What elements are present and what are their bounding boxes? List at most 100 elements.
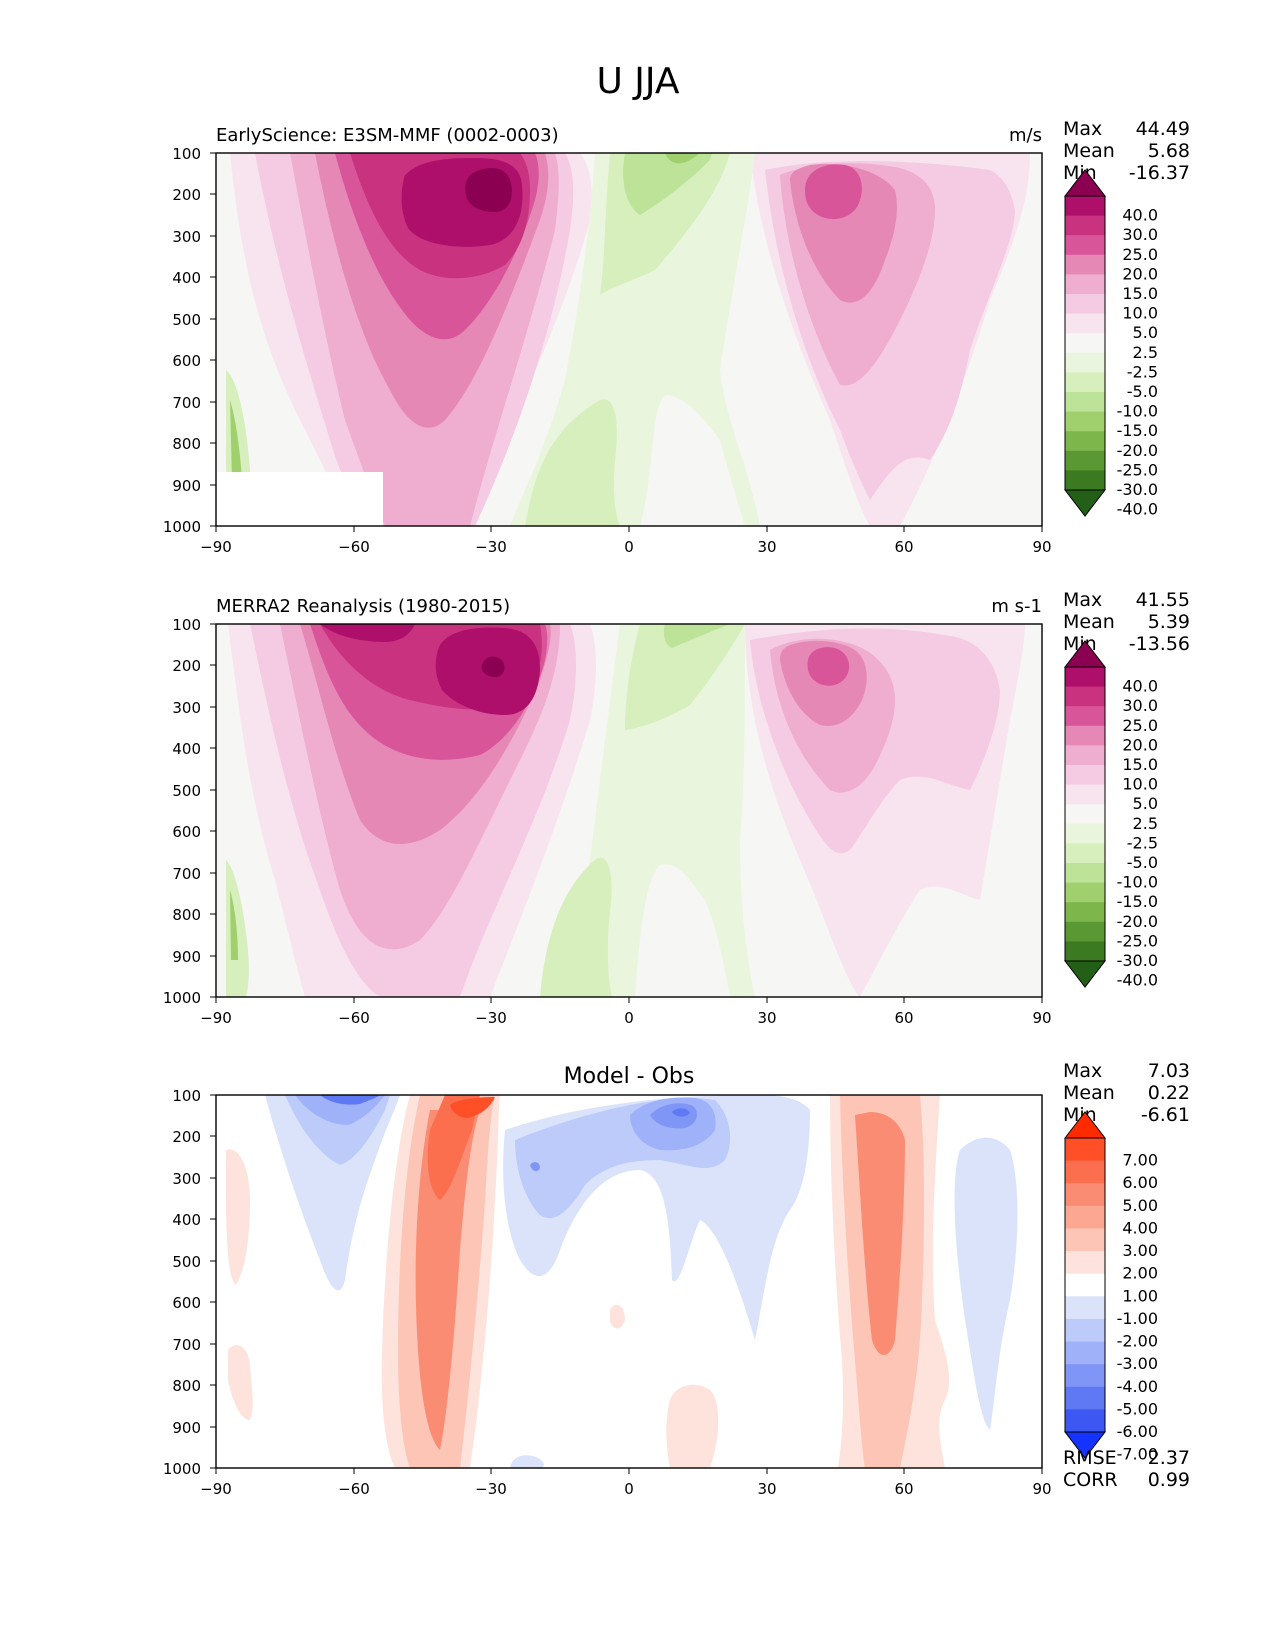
y-tick-label: 300: [172, 1170, 201, 1188]
colorbar-extend-min: [1063, 960, 1107, 988]
x-tick-label: 60: [894, 1480, 913, 1498]
metric-rmse-value: 2.37: [1148, 1447, 1190, 1469]
tropical-easterlies-10: [663, 624, 730, 648]
diff-negative-surface: [510, 1455, 544, 1468]
diff-positive-nh-3: [855, 1112, 905, 1355]
stat-mean-label: Mean: [1063, 1082, 1115, 1104]
stat-max-label: Max: [1063, 589, 1102, 611]
colorbar-level-label: 30.0: [1122, 696, 1158, 715]
panel-obs-field: [216, 624, 1042, 997]
colorbar-swatch: [1065, 411, 1105, 432]
colorbar-level-label: -2.5: [1127, 362, 1158, 381]
x-tick-label: −90: [200, 1480, 232, 1498]
figure-title: U JJA: [596, 61, 679, 102]
colorbar-swatch: [1065, 372, 1105, 393]
colorbar-swatch: [1065, 450, 1105, 471]
y-tick-label: 800: [172, 906, 201, 924]
colorbar-swatch: [1065, 470, 1105, 491]
colorbar-swatch: [1065, 921, 1105, 942]
colorbar-swatch: [1065, 765, 1105, 786]
colorbar-swatch: [1065, 784, 1105, 805]
colorbar-swatch: [1065, 1273, 1105, 1297]
colorbar-swatch: [1065, 804, 1105, 825]
colorbar-level-label: -5.00: [1117, 1399, 1158, 1418]
colorbar-extend-min: [1063, 489, 1107, 517]
colorbar-level-label: -2.00: [1117, 1332, 1158, 1351]
x-tick-label: −90: [200, 1009, 232, 1027]
polar-easterlies-10: [230, 400, 242, 480]
nh-jet-core-25: [805, 164, 862, 220]
colorbar-level-label: -30.0: [1117, 480, 1158, 499]
y-tick-label: 400: [172, 1211, 201, 1229]
y-tick-label: 900: [172, 477, 201, 495]
panel-diff-title: Model - Obs: [564, 1064, 695, 1089]
colorbar-level-label: -40.0: [1117, 971, 1158, 990]
x-tick-label: 30: [757, 538, 776, 556]
colorbar-swatch: [1065, 863, 1105, 884]
panel-obs-units: m s-1: [991, 596, 1042, 617]
stat-mean-label: Mean: [1063, 140, 1115, 162]
colorbar-level-label: -5.0: [1127, 853, 1158, 872]
colorbar-swatch: [1065, 254, 1105, 275]
y-tick-label: 100: [172, 1087, 201, 1105]
antarctic-topography-mask: [216, 472, 383, 526]
y-tick-label: 300: [172, 228, 201, 246]
colorbar-level-label: -3.00: [1117, 1354, 1158, 1373]
colorbar-level-label: 40.0: [1122, 206, 1158, 225]
x-tick-label: 90: [1032, 538, 1051, 556]
tropical-easterlies-15: [665, 153, 700, 164]
colorbar-swatch: [1065, 1228, 1105, 1252]
colorbar-level-label: -6.00: [1117, 1422, 1158, 1441]
colorbar-swatch: [1065, 294, 1105, 315]
colorbar-swatch: [1065, 431, 1105, 452]
x-tick-label: −60: [338, 1009, 370, 1027]
diff-negative-tropics-5: [672, 1108, 690, 1117]
colorbar-level-label: -5.0: [1127, 382, 1158, 401]
colorbar-level-label: 5.0: [1133, 794, 1158, 813]
colorbar-swatch: [1065, 274, 1105, 295]
stat-max-value: 44.49: [1136, 118, 1190, 140]
colorbar-swatch: [1065, 1160, 1105, 1184]
y-tick-label: 800: [172, 435, 201, 453]
colorbar-swatch: [1065, 1183, 1105, 1207]
colorbar-level-label: -7.00: [1117, 1445, 1158, 1464]
colorbar-swatch: [1065, 1386, 1105, 1410]
stat-mean-value: 0.22: [1148, 1082, 1190, 1104]
diff-positive-lowlevel: [666, 1384, 719, 1468]
panel-model-units: m/s: [1009, 125, 1042, 146]
y-tick-label: 500: [172, 311, 201, 329]
x-tick-label: 60: [894, 538, 913, 556]
colorbar-swatch: [1065, 352, 1105, 373]
panel-model-field: [216, 153, 1042, 526]
colorbar-swatch: [1065, 1138, 1105, 1162]
panel-obs-y-axis: 100 200 300 400 500 600 700 800 900 1000: [163, 616, 216, 1007]
x-tick-label: −60: [338, 538, 370, 556]
y-tick-label: 100: [172, 145, 201, 163]
stat-mean-value: 5.68: [1148, 140, 1190, 162]
x-tick-label: 30: [757, 1009, 776, 1027]
stat-max-value: 7.03: [1148, 1060, 1190, 1082]
x-tick-label: −60: [338, 1480, 370, 1498]
y-tick-label: 500: [172, 1253, 201, 1271]
colorbar-level-label: 2.5: [1133, 343, 1158, 362]
colorbar-level-label: -30.0: [1117, 951, 1158, 970]
polar-easterlies-10: [230, 890, 238, 960]
y-tick-label: 900: [172, 948, 201, 966]
colorbar-level-label: -2.5: [1127, 833, 1158, 852]
y-tick-label: 700: [172, 865, 201, 883]
x-tick-label: 60: [894, 1009, 913, 1027]
colorbar-level-label: 20.0: [1122, 264, 1158, 283]
colorbar-swatch: [1065, 196, 1105, 217]
colorbar-level-label: 6.00: [1122, 1173, 1158, 1192]
panel-obs-x-axis: −90 −60 −30 0 30 60 90: [200, 997, 1052, 1027]
y-tick-label: 100: [172, 616, 201, 634]
stat-min-value: -16.37: [1129, 162, 1190, 184]
colorbar-level-label: 10.0: [1122, 304, 1158, 323]
colorbar-frame: [1064, 195, 1106, 491]
stat-max-label: Max: [1063, 1060, 1102, 1082]
panel-model-title: EarlyScience: E3SM-MMF (0002-0003): [216, 125, 559, 146]
diff-positive-midlevel: [610, 1304, 625, 1329]
colorbar-level-label: 1.00: [1122, 1286, 1158, 1305]
y-tick-label: 700: [172, 394, 201, 412]
